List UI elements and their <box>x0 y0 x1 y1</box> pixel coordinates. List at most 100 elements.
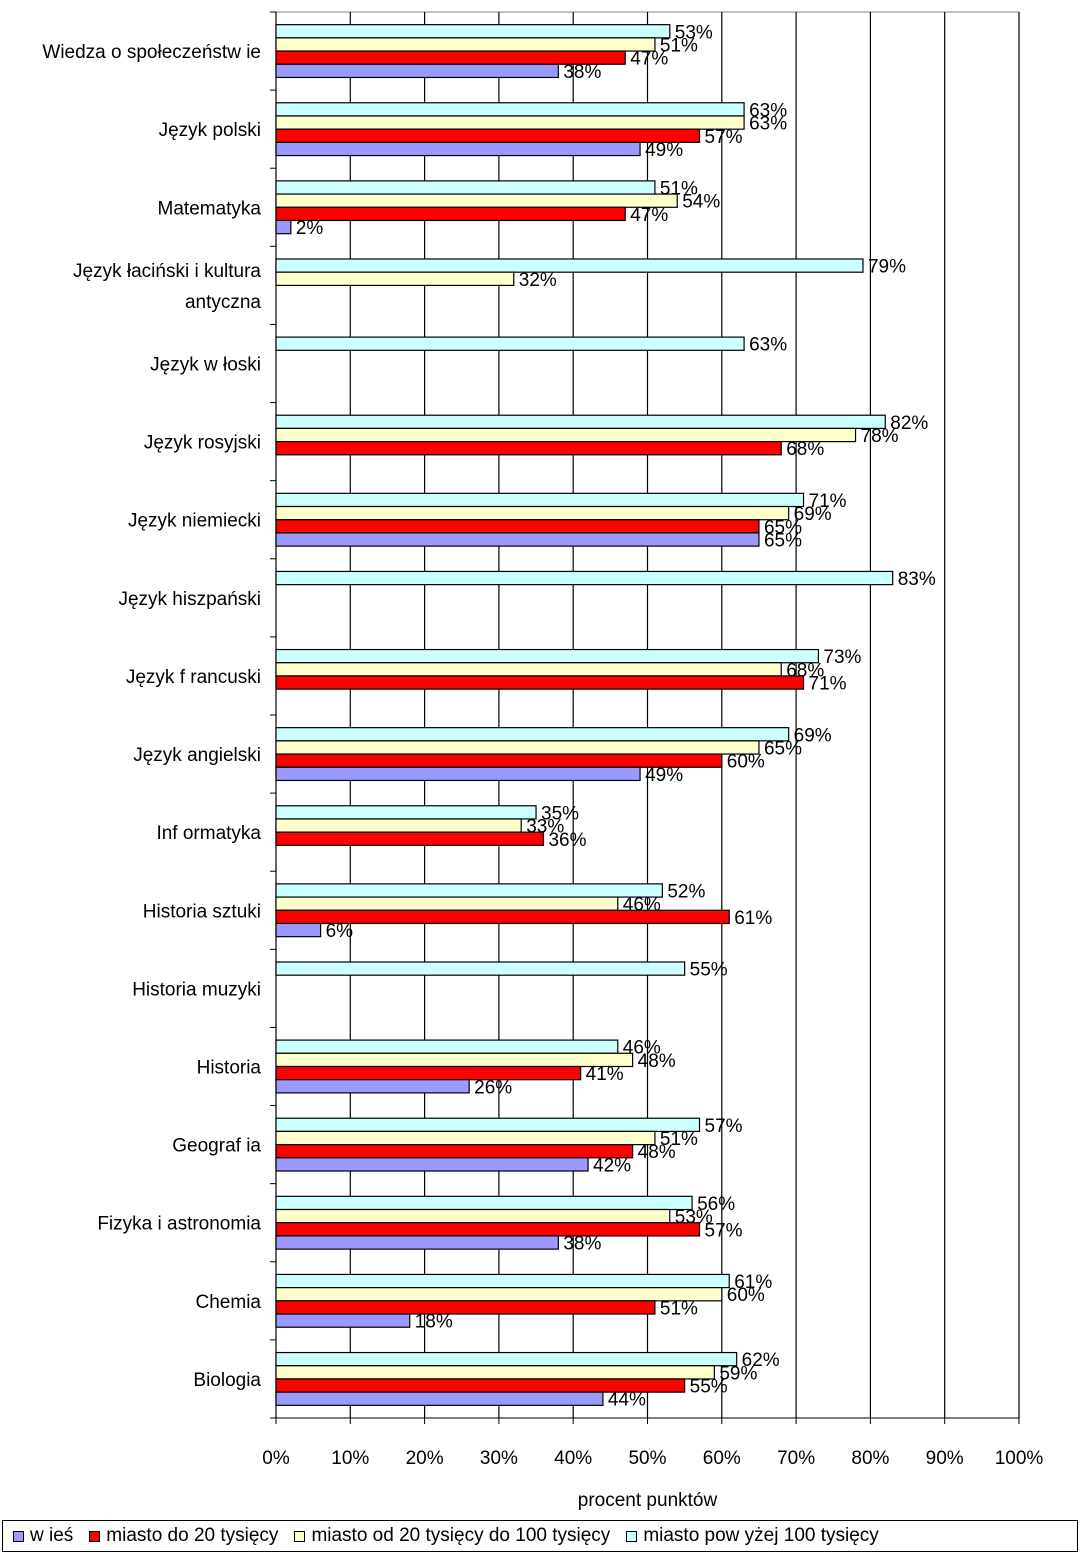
bar <box>275 831 545 846</box>
category-label: antyczna <box>185 292 261 313</box>
chart-legend: w ieś miasto do 20 tysięcy miasto od 20 … <box>2 1520 1078 1552</box>
data-label: 54% <box>682 192 720 213</box>
data-label: 79% <box>868 257 906 278</box>
bar <box>275 102 745 117</box>
data-label: 49% <box>645 765 683 786</box>
bar <box>275 63 559 79</box>
data-label: 51% <box>660 1129 698 1150</box>
data-label: 78% <box>861 426 899 447</box>
data-label: 53% <box>675 22 713 43</box>
data-label: 71% <box>809 674 847 695</box>
bar <box>275 206 626 222</box>
data-label: 47% <box>630 205 668 226</box>
data-label: 71% <box>809 491 847 512</box>
data-label: 49% <box>645 140 683 161</box>
data-label: 47% <box>630 49 668 70</box>
x-tick-label: 50% <box>628 1448 666 1469</box>
bar <box>275 1235 559 1250</box>
legend-swatch-miasto-do-20 <box>89 1530 101 1542</box>
x-tick-label: 10% <box>331 1448 369 1469</box>
data-label: 6% <box>326 921 354 942</box>
bar <box>275 180 656 195</box>
data-label: 36% <box>548 830 586 851</box>
data-label: 59% <box>719 1363 757 1384</box>
data-label: 63% <box>749 100 787 121</box>
bar <box>275 1195 693 1211</box>
data-label: 32% <box>519 270 557 291</box>
x-tick-label: 0% <box>262 1448 290 1469</box>
data-label: 61% <box>734 1272 772 1293</box>
data-label: 55% <box>690 960 728 981</box>
data-label: 52% <box>667 881 705 902</box>
bar <box>275 37 656 52</box>
legend-item: miasto pow yżej 100 tysięcy <box>626 1525 879 1547</box>
bar <box>275 922 322 938</box>
data-label: 51% <box>660 1298 698 1319</box>
bar <box>275 961 686 976</box>
bar <box>275 648 819 664</box>
bar <box>275 675 805 690</box>
bar <box>275 1117 701 1133</box>
category-label: Język f rancuski <box>126 667 261 688</box>
data-label: 42% <box>593 1155 631 1176</box>
bar <box>275 258 864 273</box>
data-label: 65% <box>764 738 802 759</box>
data-label: 26% <box>474 1077 512 1098</box>
bar <box>275 1079 470 1094</box>
data-label: 73% <box>823 647 861 668</box>
x-tick-label: 40% <box>554 1448 592 1469</box>
data-label: 35% <box>541 803 579 824</box>
data-label: 48% <box>638 1051 676 1072</box>
legend-item: miasto od 20 tysięcy do 100 tysięcy <box>294 1525 610 1547</box>
bar <box>275 1391 604 1406</box>
bar <box>275 1313 411 1328</box>
bar <box>275 570 894 586</box>
legend-label: miasto pow yżej 100 tysięcy <box>643 1525 879 1546</box>
bar <box>275 336 745 351</box>
bar <box>275 1065 582 1081</box>
bar <box>275 1039 619 1054</box>
data-label: 57% <box>705 1220 743 1241</box>
data-label: 44% <box>608 1390 646 1411</box>
category-label: Historia sztuki <box>143 901 261 922</box>
bar <box>275 427 857 443</box>
bar <box>275 24 671 39</box>
bar <box>275 115 745 130</box>
x-tick-label: 60% <box>703 1448 741 1469</box>
bar <box>275 441 782 456</box>
bar <box>275 727 790 742</box>
data-label: 56% <box>697 1194 735 1215</box>
category-label: Język polski <box>159 120 261 141</box>
x-tick-label: 70% <box>777 1448 815 1469</box>
data-label: 63% <box>749 114 787 135</box>
data-label: 69% <box>794 725 832 746</box>
bar <box>275 532 760 547</box>
bar <box>275 1144 634 1159</box>
data-label: 60% <box>727 1285 765 1306</box>
bar-chart: 0% 10% 20% 30% 40% 50% 60% 70% 80% 90% 100% procent… <box>42 11 1043 1511</box>
bar <box>275 1287 723 1302</box>
data-label: 57% <box>705 1116 743 1137</box>
bar <box>275 805 537 820</box>
data-label: 2% <box>296 218 324 239</box>
category-label: Historia muzyki <box>132 979 261 1000</box>
data-label: 63% <box>749 335 787 356</box>
data-label: 55% <box>690 1377 728 1398</box>
legend-label: miasto do 20 tysięcy <box>106 1525 279 1546</box>
data-label: 41% <box>586 1064 624 1085</box>
category-label: Geograf ia <box>172 1136 261 1157</box>
bar <box>275 414 886 430</box>
data-label: 69% <box>794 504 832 525</box>
bar <box>275 766 641 782</box>
category-label: Język niemiecki <box>128 511 261 532</box>
legend-item: w ieś <box>13 1525 73 1547</box>
bar <box>275 505 790 521</box>
category-label: Biologia <box>193 1370 261 1391</box>
data-label: 38% <box>563 1234 601 1255</box>
data-label: 51% <box>660 35 698 56</box>
category-label: Inf ormatyka <box>156 823 261 844</box>
data-label: 83% <box>898 569 936 590</box>
bar <box>275 896 619 911</box>
bar <box>275 1052 634 1068</box>
bar <box>275 271 515 286</box>
